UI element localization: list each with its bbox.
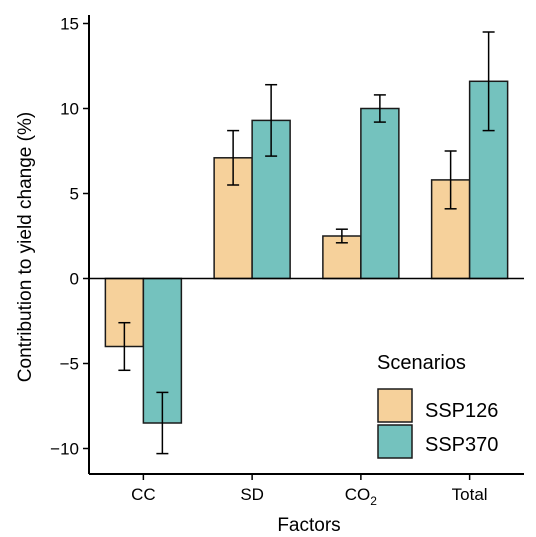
x-tick-label-subscript: 2 [370,494,377,508]
legend-swatch-ssp126 [377,388,413,423]
x-axis-title: Factors [277,515,340,536]
bar-ssp370-co2 [360,107,400,280]
y-tick-label: 5 [70,185,79,204]
legend-label-ssp126: SSP126 [425,400,498,422]
legend-label-ssp370: SSP370 [425,434,498,456]
y-tick-label: 10 [60,100,79,119]
x-tick-label: CO2 [345,485,378,508]
x-tick-label: SD [240,485,264,504]
legend-swatch-ssp370 [377,424,413,459]
x-tick-label: Total [452,485,488,504]
error-bars-layer [118,31,495,455]
y-tick-label: 15 [60,15,79,34]
y-tick-label: −5 [60,355,79,374]
y-tick-label: −10 [50,440,79,459]
legend-title: Scenarios [377,352,466,374]
legend: Scenarios SSP126 SSP370 [377,352,498,459]
x-tick-label: CC [131,485,156,504]
y-tick-label: 0 [70,270,79,289]
y-axis-title: Contribution to yield change (%) [15,112,36,382]
axes-layer: 15 10 5 0 −5 −10 CC SD CO2 Total [50,15,524,508]
